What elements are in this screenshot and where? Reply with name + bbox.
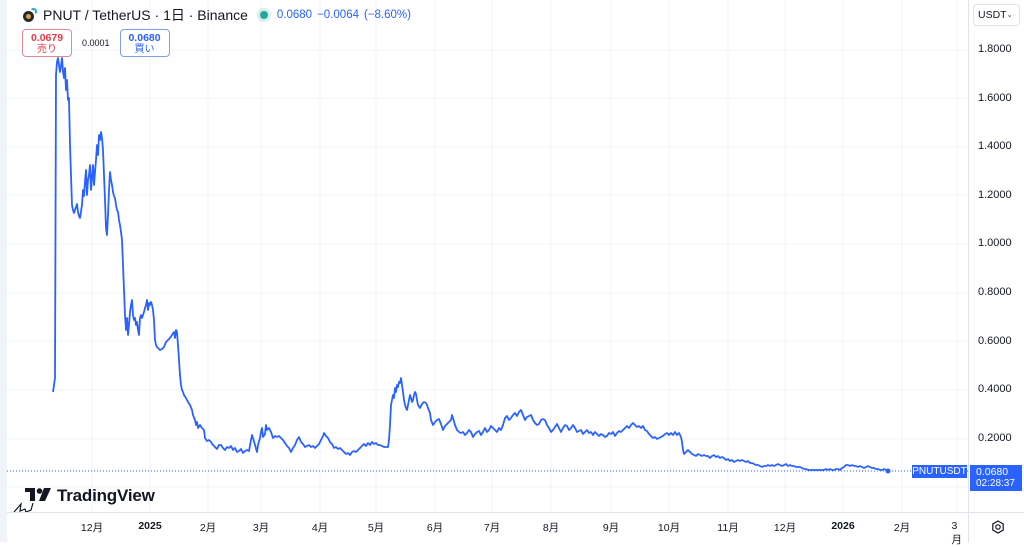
time-scale[interactable]: 12月 2025 2月 3月 4月 5月 6月 7月 8月 9月 10月 11月…: [7, 512, 968, 546]
buy-sell-panel: 0.0679 売り 0.0001 0.0680 買い: [22, 29, 170, 57]
price-label: 1.4000: [978, 140, 1012, 152]
quote-summary: 0.0680 −0.0064 (−8.60%): [277, 9, 416, 21]
price-label: 1.2000: [978, 189, 1012, 201]
price-label: 1.8000: [978, 43, 1012, 55]
time-label: 12月: [80, 522, 104, 534]
price-scale[interactable]: USDT ⌄ 1.8000 1.6000 1.4000 1.2000 1.000…: [968, 0, 1024, 512]
time-label: 5月: [367, 522, 385, 534]
price-chart[interactable]: [7, 0, 968, 512]
price-line: [52, 57, 889, 472]
pnut-symbol-icon: [23, 7, 38, 23]
tradingview-logo[interactable]: TradingView: [25, 486, 155, 506]
sell-price: 0.0679: [30, 32, 64, 44]
price-label: 1.0000: [978, 237, 1012, 249]
price-label: 0.6000: [978, 335, 1012, 347]
buy-label: 買い: [134, 44, 155, 55]
tradingview-logo-icon: [25, 488, 51, 501]
time-label: 7月: [483, 522, 501, 534]
symbol-tag: PNUTUSDT: [912, 465, 967, 478]
sell-button[interactable]: 0.0679 売り: [22, 29, 72, 57]
sell-label: 売り: [37, 44, 57, 55]
cursor-drawing-icon: [13, 502, 34, 513]
left-toolbar-edge: [0, 0, 7, 542]
horizontal-gridlines: [7, 49, 968, 488]
time-label: 2026: [831, 520, 855, 532]
price-label: 1.6000: [978, 92, 1012, 104]
buy-price: 0.0680: [128, 32, 161, 44]
last-point-marker: [885, 468, 891, 474]
price-change: −0.0064: [317, 9, 359, 21]
tradingview-logo-text: TradingView: [57, 486, 155, 505]
last-price-tag: 0.0680 02:28:37: [970, 465, 1022, 491]
buy-button[interactable]: 0.0680 買い: [119, 29, 170, 57]
chart-settings-corner: [968, 512, 1024, 543]
time-label: 3月: [252, 522, 270, 534]
time-label: 4月: [311, 522, 329, 534]
currency-label: USDT: [978, 9, 1007, 21]
currency-selector[interactable]: USDT ⌄: [973, 4, 1020, 26]
price-change-pct: (−8.60%): [363, 9, 411, 21]
price-label: 0.4000: [978, 383, 1012, 395]
time-label: 12月: [773, 522, 797, 534]
time-label: 9月: [602, 522, 620, 534]
chart-pane[interactable]: PNUT / TetherUS · 1日 · Binance 0.0680 −0.…: [7, 0, 968, 513]
symbol-title[interactable]: PNUT / TetherUS · 1日 · Binance: [43, 7, 248, 23]
time-label: 3月: [951, 520, 963, 546]
vertical-gridlines: [91, 0, 958, 512]
time-label: 2025: [138, 520, 162, 532]
last-price-tag-value: 0.0680: [976, 466, 1009, 478]
time-label: 6月: [426, 522, 444, 534]
price-label: 0.8000: [978, 286, 1012, 298]
market-open-status-icon: [259, 11, 268, 19]
chart-legend[interactable]: PNUT / TetherUS · 1日 · Binance 0.0680 −0.…: [23, 5, 416, 25]
time-label: 2月: [893, 522, 911, 534]
time-label: 11月: [717, 522, 739, 534]
chevron-down-icon: ⌄: [1006, 10, 1013, 19]
time-label: 10月: [657, 522, 681, 534]
time-label: 2月: [199, 522, 217, 534]
spread-value: 0.0001: [82, 38, 110, 48]
gear-icon[interactable]: [991, 520, 1005, 534]
last-price: 0.0680: [276, 9, 313, 21]
price-label: 0.2000: [978, 432, 1012, 444]
bar-countdown: 02:28:37: [976, 478, 1015, 489]
time-label: 8月: [542, 522, 560, 534]
